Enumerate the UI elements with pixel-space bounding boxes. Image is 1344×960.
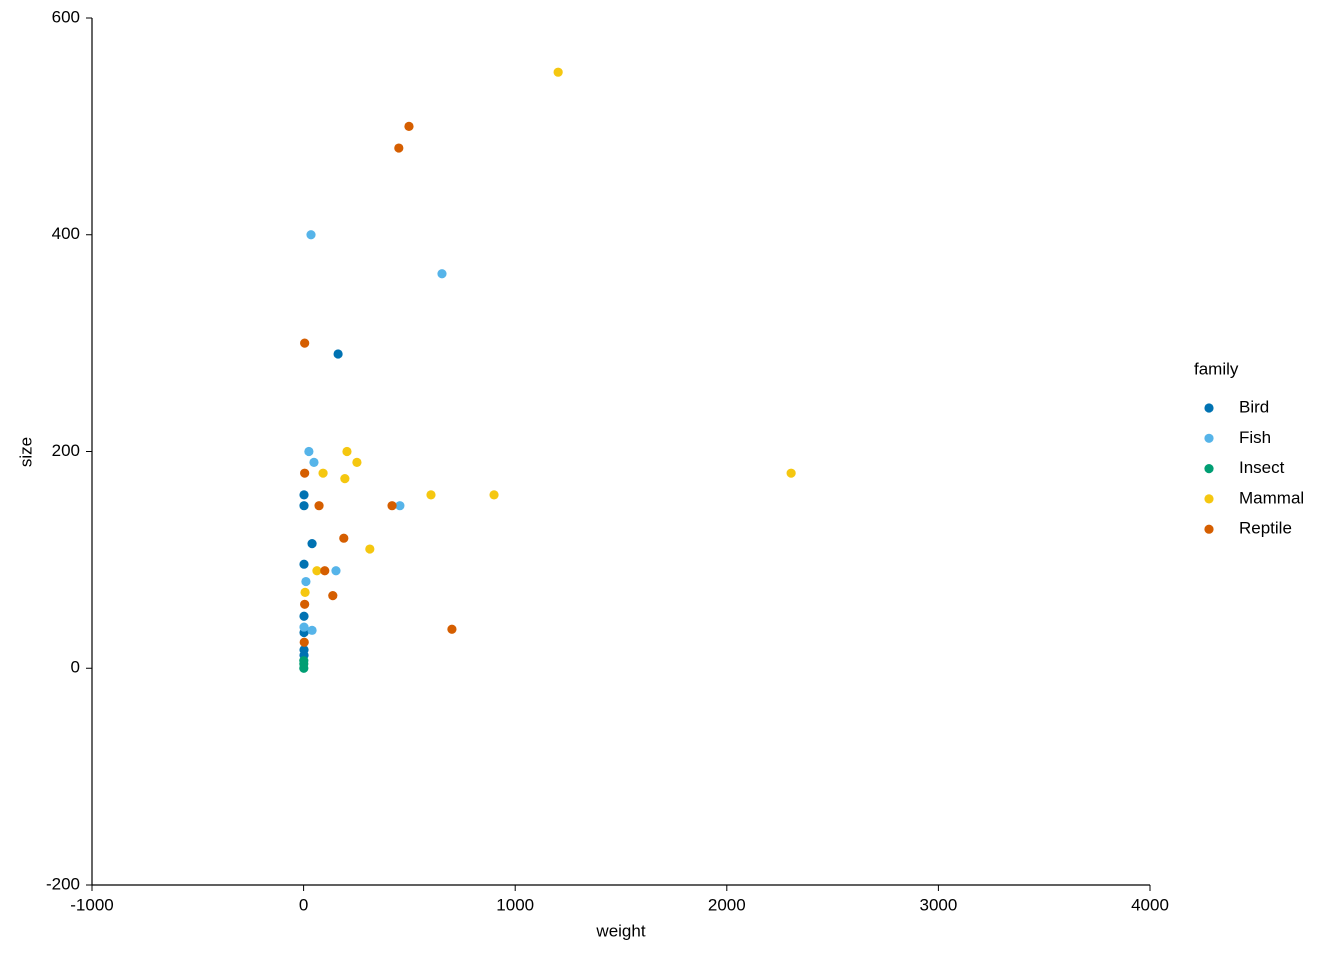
point <box>309 457 319 467</box>
point <box>342 446 352 457</box>
point <box>447 624 457 634</box>
point <box>307 625 317 635</box>
legend-label: Reptile <box>1239 519 1292 538</box>
point <box>299 611 309 621</box>
point <box>299 559 309 569</box>
point <box>314 501 324 511</box>
point <box>352 457 362 467</box>
x-tick-label: 2000 <box>708 895 746 914</box>
x-tick-label: 1000 <box>496 895 534 914</box>
point <box>300 587 310 597</box>
point <box>426 490 436 500</box>
y-tick-label: 600 <box>52 7 80 26</box>
legend-title: family <box>1194 359 1239 378</box>
legend-marker <box>1204 433 1214 443</box>
y-tick-label: 400 <box>52 224 80 243</box>
point <box>312 566 322 576</box>
point <box>328 591 338 601</box>
legend-marker <box>1204 403 1214 413</box>
point <box>786 468 796 478</box>
point <box>437 269 447 279</box>
legend-marker <box>1204 524 1214 534</box>
legend-marker <box>1204 494 1214 504</box>
point <box>318 468 328 478</box>
point <box>300 338 310 348</box>
y-axis-label: size <box>16 437 35 467</box>
point <box>299 490 309 500</box>
point <box>299 656 309 666</box>
legend-label: Fish <box>1239 428 1271 447</box>
point <box>489 490 499 500</box>
point <box>300 468 310 478</box>
x-axis-label: weight <box>595 921 645 940</box>
point <box>307 539 317 549</box>
point <box>320 566 330 576</box>
point <box>331 566 341 576</box>
legend-marker <box>1204 464 1214 474</box>
point <box>394 143 404 153</box>
point <box>301 576 311 587</box>
point <box>365 544 375 554</box>
point <box>299 501 309 511</box>
x-tick-label: 0 <box>299 895 308 914</box>
point <box>299 637 309 647</box>
x-tick-label: -1000 <box>70 895 113 914</box>
x-tick-label: 4000 <box>1131 895 1169 914</box>
point <box>339 533 349 543</box>
x-tick-label: 3000 <box>919 895 957 914</box>
legend-label: Mammal <box>1239 488 1304 507</box>
legend-label: Insect <box>1239 458 1285 477</box>
point <box>387 501 397 511</box>
y-tick-label: -200 <box>46 874 80 893</box>
y-tick-label: 200 <box>52 441 80 460</box>
point <box>395 501 405 511</box>
point <box>299 622 309 632</box>
point <box>304 446 314 457</box>
point <box>333 349 343 359</box>
point <box>340 473 350 484</box>
point <box>306 230 316 240</box>
point <box>404 121 414 131</box>
point <box>553 67 563 77</box>
point <box>300 599 310 609</box>
y-tick-label: 0 <box>71 658 80 677</box>
legend-label: Bird <box>1239 397 1269 416</box>
